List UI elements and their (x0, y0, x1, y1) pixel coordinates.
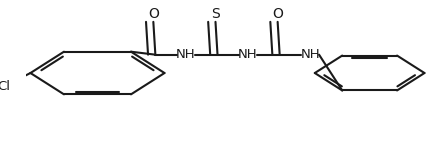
Text: NH: NH (176, 48, 196, 61)
Text: NH: NH (238, 48, 258, 61)
Text: O: O (272, 7, 283, 21)
Text: O: O (148, 7, 159, 21)
Text: NH: NH (300, 48, 320, 61)
Text: S: S (211, 7, 220, 21)
Text: Cl: Cl (0, 80, 10, 93)
